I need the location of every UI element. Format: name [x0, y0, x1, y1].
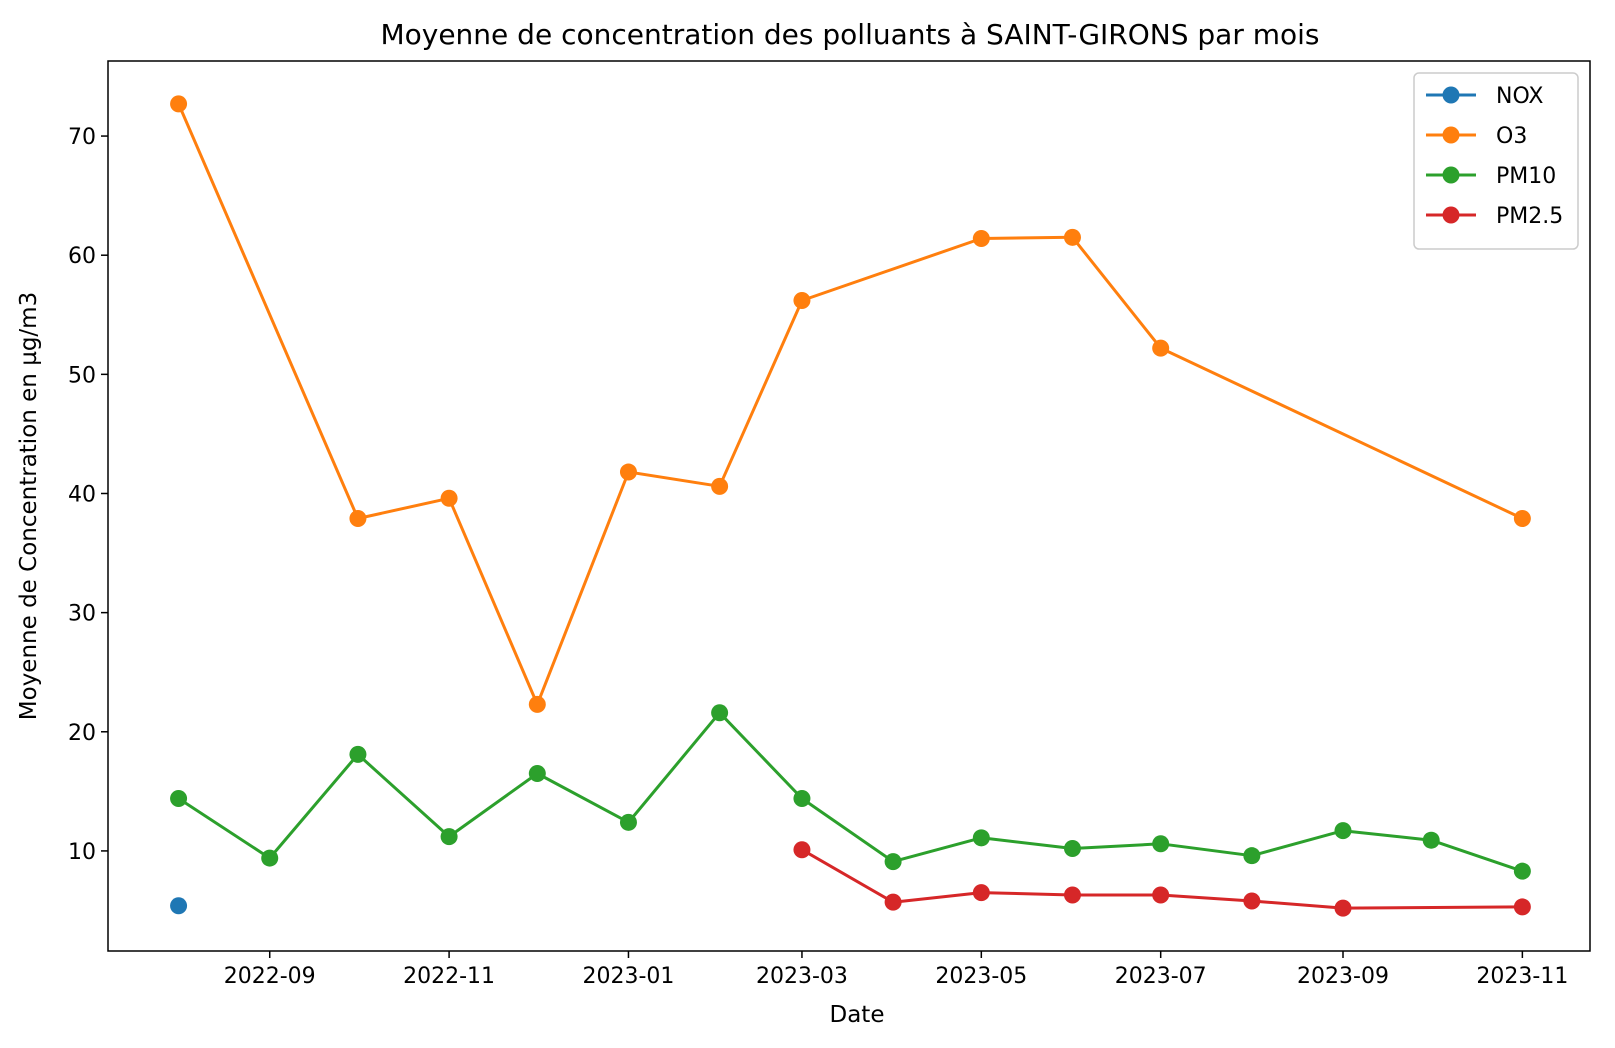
data-point-pm10	[261, 849, 279, 867]
plot-area	[170, 95, 1531, 917]
series-line-pm2-5	[801, 848, 1523, 910]
x-tick-label: 2023-09	[1297, 964, 1389, 989]
y-tick-label: 10	[68, 840, 96, 865]
x-tick-label: 2023-05	[935, 964, 1027, 989]
plot-frame	[107, 60, 1591, 952]
data-point-o3	[440, 489, 458, 507]
legend-marker	[1442, 86, 1460, 104]
data-point-pm2-5	[793, 841, 811, 859]
data-point-pm10	[1243, 847, 1261, 865]
data-point-pm10	[972, 829, 990, 847]
data-point-pm2-5	[1243, 892, 1261, 910]
x-tick-label: 2023-07	[1115, 964, 1207, 989]
y-tick-label: 60	[68, 244, 96, 269]
x-tick-label: 2023-11	[1476, 964, 1568, 989]
legend-item-pm10: PM10	[1426, 164, 1556, 189]
legend-label: NOX	[1496, 84, 1543, 109]
data-point-o3	[349, 510, 367, 528]
data-point-pm2-5	[1334, 899, 1352, 917]
y-tick-label: 70	[68, 125, 96, 150]
x-tick-label: 2022-09	[224, 964, 316, 989]
series-nox	[170, 897, 188, 915]
y-tick-label: 50	[68, 363, 96, 388]
legend-label: O3	[1496, 124, 1527, 149]
data-point-pm2-5	[1152, 886, 1170, 904]
y-tick-label: 20	[68, 721, 96, 746]
data-point-pm10	[1063, 840, 1081, 858]
x-axis-label: Date	[830, 1002, 885, 1028]
data-point-o3	[170, 95, 188, 113]
data-point-pm10	[349, 745, 367, 763]
y-axis: 10 20 30 40 50 60 70	[68, 125, 108, 865]
data-point-pm10	[1152, 835, 1170, 853]
series-pm2-5	[793, 841, 1531, 917]
x-tick-label: 2022-11	[403, 964, 495, 989]
data-point-pm2-5	[1513, 898, 1531, 916]
data-point-pm10	[1334, 822, 1352, 840]
data-point-pm10	[1422, 831, 1440, 849]
legend-label: PM2.5	[1496, 204, 1563, 229]
data-point-o3	[972, 230, 990, 248]
series-pm10	[170, 704, 1531, 880]
x-axis: 2022-09 2022-11 2023-01 2023-03 2023-05 2023-…	[224, 951, 1568, 989]
y-tick-label: 30	[68, 602, 96, 627]
legend-marker	[1442, 166, 1460, 184]
legend-item-pm2-5: PM2.5	[1426, 204, 1563, 229]
data-point-o3	[1513, 510, 1531, 528]
data-point-pm2-5	[972, 884, 990, 902]
legend-box	[1413, 72, 1579, 250]
data-point-o3	[1063, 228, 1081, 246]
data-point-pm2-5	[1063, 886, 1081, 904]
legend-label: PM10	[1496, 164, 1556, 189]
data-point-pm10	[1513, 862, 1531, 880]
data-point-pm10	[711, 704, 729, 722]
data-point-pm10	[619, 813, 637, 831]
x-tick-label: 2023-03	[756, 964, 848, 989]
legend: NOX O3 PM10 PM2.5	[1413, 72, 1579, 250]
data-point-o3	[619, 463, 637, 481]
data-point-pm10	[440, 828, 458, 846]
data-point-pm10	[884, 853, 902, 871]
y-axis-label: Moyenne de Concentration en µg/m3	[16, 292, 42, 720]
data-point-o3	[711, 477, 729, 495]
y-tick-label: 40	[68, 482, 96, 507]
data-point-o3	[793, 291, 811, 309]
chart-title: Moyenne de concentration des polluants à…	[380, 18, 1319, 51]
data-point-o3	[1152, 339, 1170, 357]
data-point-pm10	[170, 789, 188, 807]
series-o3	[170, 95, 1531, 713]
legend-item-o3: O3	[1426, 124, 1527, 149]
data-point-pm10	[528, 764, 546, 782]
x-tick-label: 2023-01	[583, 964, 675, 989]
data-point-pm10	[793, 789, 811, 807]
data-point-o3	[528, 695, 546, 713]
legend-marker	[1442, 126, 1460, 144]
data-point-pm2-5	[884, 893, 902, 911]
legend-item-nox: NOX	[1426, 84, 1543, 109]
data-point-nox	[170, 897, 188, 915]
legend-marker	[1442, 206, 1460, 224]
series-line-pm10	[177, 711, 1523, 873]
